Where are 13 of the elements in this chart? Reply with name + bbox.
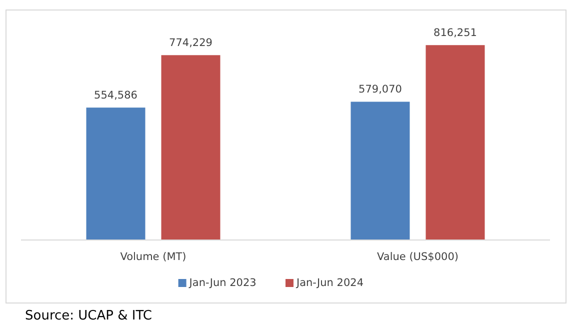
legend-label: Jan-Jun 2024 bbox=[296, 277, 364, 289]
x-tick-label: Value (US$000) bbox=[377, 251, 458, 263]
source-note: Source: UCAP & ITC bbox=[25, 308, 152, 321]
data-label: 579,070 bbox=[358, 84, 402, 96]
bar bbox=[350, 102, 410, 240]
x-tick-label: Volume (MT) bbox=[120, 251, 186, 263]
bar bbox=[161, 55, 220, 240]
data-label: 774,229 bbox=[169, 37, 212, 50]
data-label: 554,586 bbox=[94, 90, 138, 102]
bar bbox=[426, 45, 485, 240]
bar bbox=[86, 108, 146, 240]
data-label: 816,251 bbox=[434, 27, 477, 40]
legend-label: Jan-Jun 2023 bbox=[188, 277, 256, 289]
